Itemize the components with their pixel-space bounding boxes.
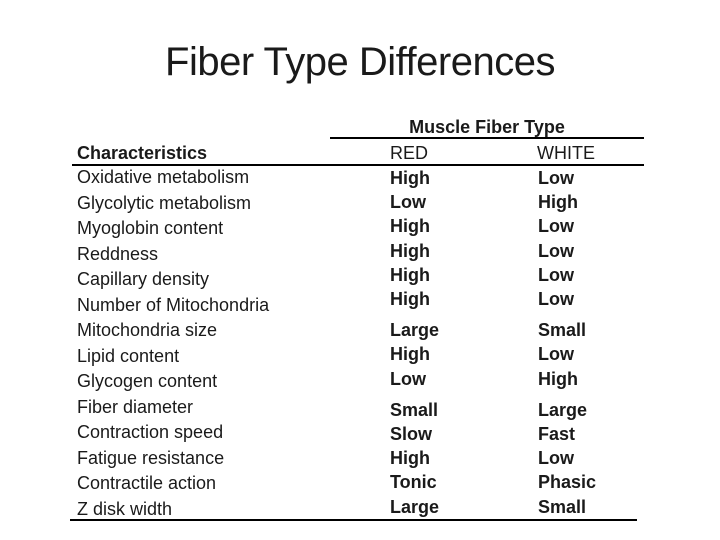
characteristic-label: Z disk width xyxy=(77,498,173,519)
characteristic-label: Fatigue resistance xyxy=(77,447,225,468)
characteristic-label: Number of Mitochondria xyxy=(77,294,270,315)
red-values-column: High Low High High High High Large High Low Small… xyxy=(390,166,530,526)
characteristics-list: Oxidative metabolism Glycolytic metabolis… xyxy=(77,165,327,522)
white-values-column: Low High Low Low Low Low Small Low High Large Fast… xyxy=(538,166,678,526)
red-value-group: High Low High High High High xyxy=(390,166,530,311)
table-bottom-line xyxy=(70,519,637,521)
red-value: High xyxy=(390,289,430,310)
white-value: High xyxy=(538,368,578,389)
red-value: Low xyxy=(390,368,426,389)
red-value: High xyxy=(390,448,430,469)
red-value-group: Small Slow High Tonic Large xyxy=(390,398,530,519)
characteristic-label: Glycogen content xyxy=(77,371,218,391)
white-value: Small xyxy=(538,320,587,341)
characteristic-label: Contraction speed xyxy=(77,422,224,442)
white-value-group: Large Fast Low Phasic Small xyxy=(538,398,678,519)
red-value: High xyxy=(390,344,430,365)
header-underline xyxy=(72,164,644,166)
white-value: Fast xyxy=(538,424,576,445)
column-header-white: WHITE xyxy=(537,143,595,163)
column-header-characteristics: Characteristics xyxy=(77,143,208,163)
red-value: High xyxy=(390,240,430,261)
characteristic-label: Mitochondria size xyxy=(77,320,218,340)
characteristic-label: Lipid content xyxy=(77,345,180,366)
characteristic-label: Fiber diameter xyxy=(77,396,194,417)
red-value: Small xyxy=(390,399,439,420)
white-value-group: Small Low High xyxy=(538,318,678,391)
red-value: Slow xyxy=(390,424,433,445)
characteristic-label: Contractile action xyxy=(77,473,217,493)
characteristic-label: Oxidative metabolism xyxy=(77,167,250,187)
white-value: Low xyxy=(538,168,574,188)
slide-title: Fiber Type Differences xyxy=(165,40,555,84)
red-value: High xyxy=(390,168,430,188)
white-value: Low xyxy=(538,448,574,469)
white-value: Low xyxy=(538,344,574,365)
group-header-underline xyxy=(330,137,644,139)
white-value: Low xyxy=(538,289,574,310)
white-value: Low xyxy=(538,264,574,285)
red-value: Tonic xyxy=(390,472,437,493)
white-value: Phasic xyxy=(538,472,597,493)
white-value-group: Low High Low Low Low Low xyxy=(538,166,678,311)
white-value: High xyxy=(538,192,578,213)
white-value: Low xyxy=(538,216,574,237)
white-value: Small xyxy=(538,496,587,517)
characteristic-label: Glycolytic metabolism xyxy=(77,192,252,213)
red-value-group: Large High Low xyxy=(390,318,530,391)
red-value: Low xyxy=(390,192,426,213)
column-header-red: RED xyxy=(390,143,429,163)
red-value: High xyxy=(390,216,430,237)
characteristic-label: Myoglobin content xyxy=(77,218,224,238)
red-value: High xyxy=(390,264,430,285)
white-value: Low xyxy=(538,240,574,261)
table-group-header: Muscle Fiber Type xyxy=(409,117,565,137)
characteristic-label: Reddness xyxy=(77,243,159,264)
white-value: Large xyxy=(538,399,588,420)
red-value: Large xyxy=(390,496,440,517)
characteristic-label: Capillary density xyxy=(77,269,210,289)
red-value: Large xyxy=(390,320,440,341)
